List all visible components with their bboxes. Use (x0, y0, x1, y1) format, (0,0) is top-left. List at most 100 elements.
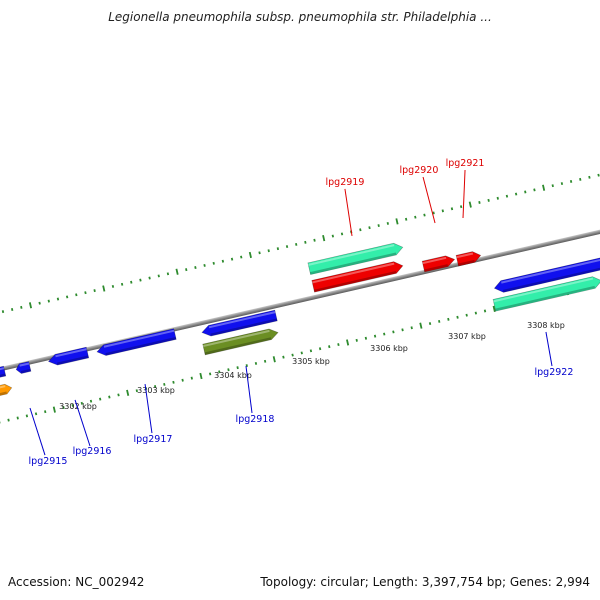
tick-mark-top (505, 194, 509, 198)
tick-mark-bottom (401, 328, 404, 332)
tick-mark-top (533, 188, 536, 192)
tick-mark-top (524, 190, 527, 194)
tick-mark-bottom (438, 319, 441, 323)
gene-arrow[interactable] (202, 327, 280, 356)
tick-mark-top (75, 293, 78, 297)
gene-arrow-highlight (501, 258, 600, 284)
tick-mark-top (203, 263, 206, 267)
gene-label[interactable]: lpg2921 (446, 158, 485, 169)
gene-arrow[interactable] (201, 309, 278, 338)
tick-mark-top (166, 272, 170, 276)
tick-mark-bottom (208, 372, 212, 376)
tick-mark-top (487, 198, 490, 202)
tick-mark-top (47, 299, 50, 303)
tick-mark-bottom (465, 313, 468, 317)
gene-label[interactable]: lpg2915 (29, 456, 68, 467)
tick-mark-bottom (62, 406, 65, 409)
tick-mark-top (295, 242, 298, 246)
gene-arrow[interactable] (311, 260, 404, 293)
tick-mark-top (468, 201, 472, 208)
tick-mark-bottom (227, 368, 230, 372)
gene-arrow[interactable] (0, 365, 7, 382)
gene-arrow-shadow (502, 267, 600, 293)
callout-line (462, 169, 466, 219)
tick-mark-top (496, 196, 499, 200)
callout-line (422, 176, 436, 224)
tick-mark-bottom (71, 403, 74, 407)
scale-label: 3303 kbp (137, 386, 175, 395)
gene-arrow-shadow (0, 373, 6, 380)
gene-arrow[interactable] (0, 383, 13, 398)
tick-mark-bottom (373, 334, 377, 338)
gene-label[interactable]: lpg2918 (236, 414, 275, 425)
gene-label[interactable]: lpg2919 (326, 177, 365, 188)
tick-mark-bottom (474, 311, 478, 315)
tick-mark-bottom (99, 397, 102, 401)
tick-mark-bottom (346, 339, 350, 346)
tick-mark-bottom (419, 322, 423, 329)
tick-mark-bottom (383, 332, 386, 336)
tick-mark-top (194, 266, 197, 269)
tick-mark-top (514, 192, 518, 196)
tick-mark-top (1, 310, 5, 314)
gene-arrow[interactable] (455, 250, 482, 267)
tick-mark-bottom (364, 336, 368, 340)
tick-mark-bottom (492, 305, 496, 312)
tick-mark-top (478, 201, 481, 204)
gene-arrow-shadow (56, 355, 89, 365)
tick-mark-top (28, 302, 33, 309)
tick-mark-bottom (282, 355, 285, 359)
gene-arrow-highlight (308, 244, 395, 266)
tick-mark-bottom (300, 351, 303, 355)
tick-mark-bottom (328, 345, 331, 349)
tick-mark-top (120, 282, 124, 286)
tick-mark-bottom (218, 370, 221, 374)
tick-mark-top (84, 291, 87, 295)
tick-mark-top (414, 215, 417, 219)
scale-label: 3308 kbp (527, 321, 565, 330)
tick-mark-bottom (7, 418, 10, 422)
scale-label: 3304 kbp (214, 371, 252, 380)
gene-features (0, 241, 600, 398)
tick-mark-bottom (337, 343, 340, 347)
tick-mark-top (313, 238, 316, 242)
tick-mark-bottom (291, 353, 294, 357)
gene-arrow-highlight (19, 362, 30, 367)
gene-arrow[interactable] (47, 346, 90, 367)
tick-mark-top (20, 305, 23, 309)
tick-mark-top (148, 276, 151, 280)
gene-arrow[interactable] (96, 328, 177, 358)
gene-arrow-highlight (312, 262, 395, 284)
tick-mark-bottom (254, 361, 258, 365)
gene-arrow[interactable] (493, 257, 600, 294)
tick-mark-top (111, 284, 115, 288)
tick-mark-bottom (447, 317, 450, 321)
scale-labels: 3302 kbp 3303 kbp 3304 kbp 3305 kbp 3306 kbp… (59, 321, 565, 411)
tick-mark-top (258, 251, 261, 255)
gene-arrow[interactable] (15, 361, 32, 375)
genome-summary-text: Topology: circular; Length: 3,397,754 bp… (260, 575, 590, 589)
gene-arrow-highlight (55, 348, 87, 358)
tick-mark-bottom (392, 330, 395, 334)
gene-arrow-shadow (210, 318, 278, 336)
gene-arrow[interactable] (492, 275, 600, 312)
tick-mark-bottom (126, 389, 130, 396)
callout-line (74, 399, 91, 447)
tick-mark-top (441, 209, 444, 213)
tick-mark-top (423, 213, 426, 217)
gene-arrow[interactable] (421, 254, 456, 273)
callout-line (545, 331, 553, 367)
tick-mark-top (588, 175, 591, 179)
gene-label[interactable]: lpg2922 (535, 367, 574, 378)
gene-arrow[interactable] (307, 241, 404, 275)
tick-mark-top (65, 295, 69, 299)
gene-arrow-highlight (0, 385, 6, 391)
scale-label: 3307 kbp (448, 332, 486, 341)
tick-mark-bottom (318, 347, 322, 351)
gene-label[interactable]: lpg2920 (400, 165, 439, 176)
tick-mark-top (221, 259, 225, 263)
gene-label[interactable]: lpg2916 (73, 446, 112, 457)
tick-mark-bottom (309, 349, 313, 353)
gene-label[interactable]: lpg2917 (134, 434, 173, 445)
